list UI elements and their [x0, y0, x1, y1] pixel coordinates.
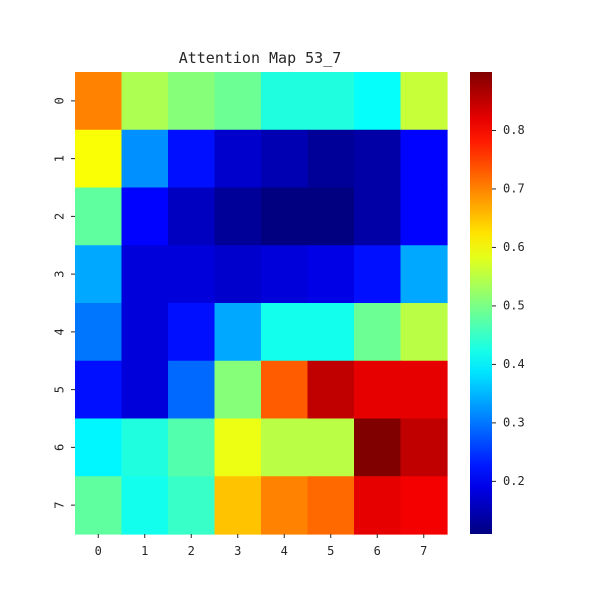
colorbar-gradient	[470, 72, 492, 534]
heatmap-cell-r7-c2	[168, 476, 216, 535]
y-tick-label: 3	[53, 271, 67, 278]
heatmap-cell-r7-c6	[354, 476, 402, 535]
x-tick-label: 1	[141, 544, 148, 558]
y-tick-label: 4	[53, 328, 67, 335]
heatmap-cell-r1-c5	[307, 129, 355, 189]
heatmap-cell-r7-c3	[214, 476, 262, 535]
heatmap-cell-r7-c5	[307, 476, 355, 535]
colorbar-tick-label: 0.2	[503, 474, 525, 488]
x-tick-label: 2	[188, 544, 195, 558]
heatmap-cell-r0-c3	[214, 72, 262, 131]
heatmap-cell-r3-c1	[121, 245, 169, 304]
heatmap-cell-r5-c2	[168, 360, 216, 420]
heatmap-cell-r7-c0	[75, 476, 123, 535]
heatmap-cell-r7-c4	[261, 476, 309, 535]
heatmap-cell-r3-c5	[307, 245, 355, 304]
heatmap-cell-r6-c3	[214, 418, 262, 477]
heatmap-cell-r7-c7	[400, 476, 448, 535]
heatmap-cell-r7-c1	[121, 476, 169, 535]
colorbar-tick-label: 0.5	[503, 298, 525, 312]
heatmap-cell-r6-c6	[354, 418, 402, 477]
heatmap-cells	[75, 72, 448, 535]
heatmap-cell-r5-c5	[307, 360, 355, 420]
heatmap-cell-r3-c4	[261, 245, 309, 304]
y-tick-label: 7	[53, 502, 67, 509]
heatmap-cell-r1-c3	[214, 129, 262, 189]
colorbar-tick-label: 0.4	[503, 357, 525, 371]
heatmap-cell-r0-c0	[75, 72, 123, 131]
heatmap-cell-r0-c1	[121, 72, 169, 131]
colorbar-tick-label: 0.8	[503, 123, 525, 137]
y-tick-label: 5	[53, 386, 67, 393]
x-tick-label: 5	[327, 544, 334, 558]
heatmap-cell-r6-c5	[307, 418, 355, 477]
colorbar-tick-label: 0.7	[503, 181, 525, 195]
heatmap-cell-r2-c1	[121, 187, 169, 246]
heatmap-cell-r0-c6	[354, 72, 402, 131]
heatmap-cell-r1-c6	[354, 129, 402, 189]
heatmap-cell-r3-c6	[354, 245, 402, 304]
heatmap-cell-r5-c4	[261, 360, 309, 420]
chart-title: Attention Map 53_7	[179, 49, 342, 67]
heatmap-cell-r6-c2	[168, 418, 216, 477]
heatmap-cell-r0-c4	[261, 72, 309, 131]
heatmap-cell-r3-c3	[214, 245, 262, 304]
colorbar-tick-label: 0.6	[503, 240, 525, 254]
heatmap-cell-r1-c7	[400, 129, 448, 189]
colorbar-ticks: 0.2 0.3 0.4 0.5 0.6 0.7 0.8	[492, 123, 525, 488]
y-tick-label: 6	[53, 444, 67, 451]
x-tick-label: 0	[95, 544, 102, 558]
heatmap-cell-r1-c2	[168, 129, 216, 189]
heatmap-cell-r2-c5	[307, 187, 355, 246]
heatmap-cell-r2-c2	[168, 187, 216, 246]
heatmap-cell-r5-c7	[400, 360, 448, 420]
heatmap-cell-r1-c4	[261, 129, 309, 189]
heatmap-cell-r1-c0	[75, 129, 123, 189]
heatmap-cell-r5-c1	[121, 360, 169, 420]
y-tick-label: 1	[53, 155, 67, 162]
heatmap-cell-r3-c7	[400, 245, 448, 304]
heatmap-cell-r6-c0	[75, 418, 123, 477]
y-tick-label: 0	[53, 97, 67, 104]
x-tick-label: 6	[374, 544, 381, 558]
heatmap-cell-r2-c3	[214, 187, 262, 246]
heatmap-cell-r3-c2	[168, 245, 216, 304]
heatmap-cell-r0-c7	[400, 72, 448, 131]
heatmap-cell-r6-c4	[261, 418, 309, 477]
colorbar	[470, 72, 492, 534]
y-axis-ticks: 0 1 2 3 4 5 6 7	[53, 97, 75, 509]
heatmap-cell-r4-c4	[261, 303, 309, 362]
heatmap-cell-r3-c0	[75, 245, 123, 304]
heatmap-cell-r5-c0	[75, 360, 123, 420]
x-tick-label: 4	[281, 544, 288, 558]
heatmap-cell-r2-c7	[400, 187, 448, 246]
x-tick-label: 7	[420, 544, 427, 558]
x-tick-label: 3	[234, 544, 241, 558]
heatmap-cell-r5-c3	[214, 360, 262, 420]
heatmap-cell-r4-c2	[168, 303, 216, 362]
heatmap-cell-r4-c5	[307, 303, 355, 362]
heatmap-cell-r5-c6	[354, 360, 402, 420]
heatmap-cell-r2-c4	[261, 187, 309, 246]
heatmap-cell-r4-c1	[121, 303, 169, 362]
heatmap-cell-r6-c7	[400, 418, 448, 477]
heatmap-cell-r4-c0	[75, 303, 123, 362]
x-axis-ticks: 0 1 2 3 4 5 6 7	[95, 534, 427, 558]
heatmap-cell-r0-c2	[168, 72, 216, 131]
heatmap-cell-r6-c1	[121, 418, 169, 477]
colorbar-tick-label: 0.3	[503, 415, 525, 429]
heatmap-cell-r0-c5	[307, 72, 355, 131]
heatmap-cell-r4-c6	[354, 303, 402, 362]
heatmap-cell-r2-c6	[354, 187, 402, 246]
heatmap-cell-r1-c1	[121, 129, 169, 189]
heatmap-cell-r4-c3	[214, 303, 262, 362]
heatmap-cell-r4-c7	[400, 303, 448, 362]
heatmap-cell-r2-c0	[75, 187, 123, 246]
y-tick-label: 2	[53, 213, 67, 220]
